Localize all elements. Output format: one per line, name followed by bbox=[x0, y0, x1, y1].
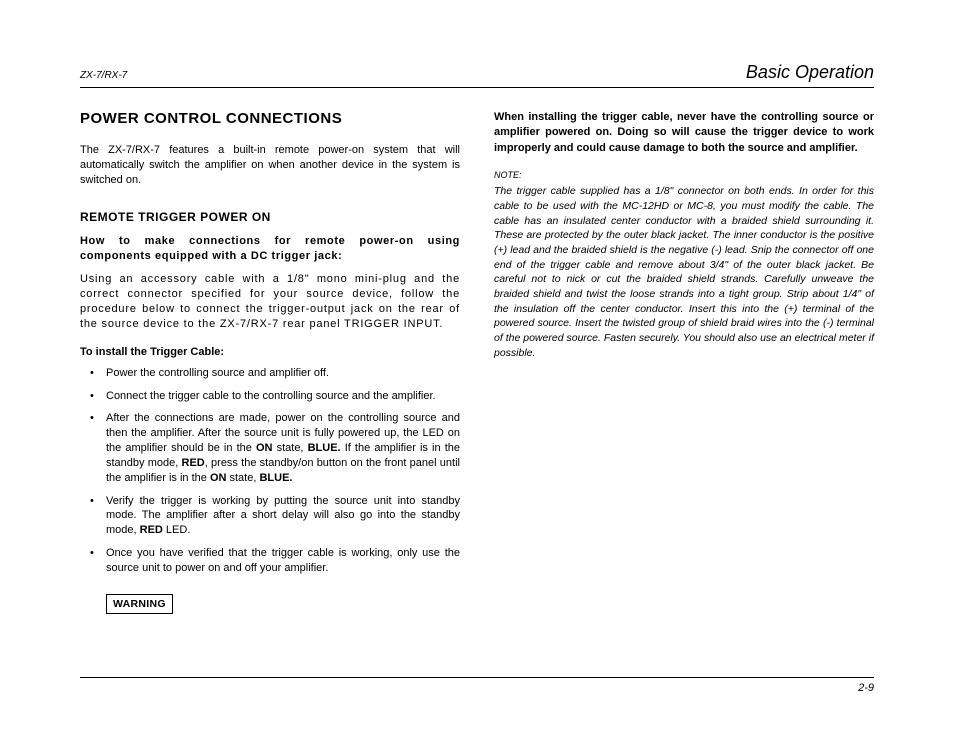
intro-paragraph: The ZX-7/RX-7 features a built-in remote… bbox=[80, 143, 460, 188]
warning-box: WARNING bbox=[106, 594, 173, 614]
content-columns: POWER CONTROL CONNECTIONS The ZX-7/RX-7 … bbox=[80, 110, 874, 614]
main-heading: POWER CONTROL CONNECTIONS bbox=[80, 110, 460, 127]
install-label: To install the Trigger Cable: bbox=[80, 346, 460, 358]
step-item: Verify the trigger is working by putting… bbox=[80, 494, 460, 539]
step-item: Connect the trigger cable to the control… bbox=[80, 389, 460, 404]
step-item: Once you have verified that the trigger … bbox=[80, 546, 460, 576]
left-column: POWER CONTROL CONNECTIONS The ZX-7/RX-7 … bbox=[80, 110, 460, 614]
page-number: 2-9 bbox=[858, 682, 874, 694]
section-title: Basic Operation bbox=[746, 62, 874, 83]
page-header: ZX-7/RX-7 Basic Operation bbox=[80, 62, 874, 88]
note-body: The trigger cable supplied has a 1/8" co… bbox=[494, 184, 874, 360]
step-item: After the connections are made, power on… bbox=[80, 411, 460, 485]
model-label: ZX-7/RX-7 bbox=[80, 70, 127, 81]
note-label: NOTE: bbox=[494, 170, 874, 180]
page-footer: 2-9 bbox=[80, 677, 874, 694]
sub-heading: REMOTE TRIGGER POWER ON bbox=[80, 210, 460, 224]
right-column: When installing the trigger cable, never… bbox=[494, 110, 874, 614]
warning-text: When installing the trigger cable, never… bbox=[494, 110, 874, 156]
howto-label: How to make connections for remote power… bbox=[80, 234, 460, 265]
accessory-paragraph: Using an accessory cable with a 1/8" mon… bbox=[80, 272, 460, 331]
steps-list: Power the controlling source and amplifi… bbox=[80, 366, 460, 576]
step-item: Power the controlling source and amplifi… bbox=[80, 366, 460, 381]
